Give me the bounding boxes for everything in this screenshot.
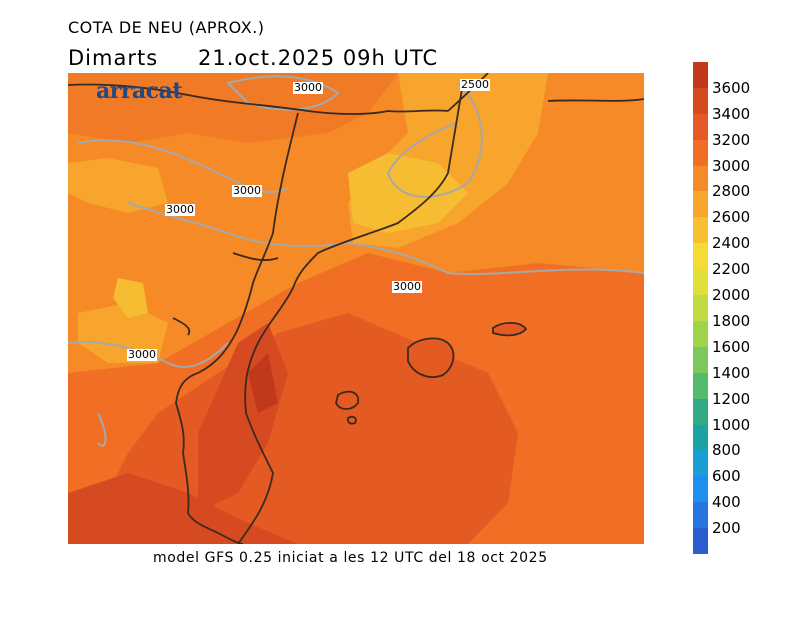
legend-label: 2600	[712, 208, 751, 227]
contour-lines	[68, 75, 644, 447]
color-legend	[693, 62, 708, 555]
legend-label: 3400	[712, 104, 751, 123]
border-line	[547, 98, 644, 102]
island-mallorca	[407, 337, 455, 378]
legend-swatch	[693, 191, 708, 218]
contour-line	[127, 202, 644, 276]
border-line	[175, 112, 299, 544]
contour-label: 3000	[127, 348, 157, 361]
map-canvas	[68, 73, 644, 544]
contour-line	[68, 341, 229, 368]
legend-swatch	[693, 113, 708, 141]
legend-swatch	[693, 320, 708, 348]
legend-label: 2400	[712, 234, 751, 253]
legend-label: 600	[712, 467, 741, 486]
model-info: model GFS 0.25 iniciat a les 12 UTC del …	[153, 550, 548, 566]
coastline	[237, 82, 464, 544]
contour-label: 3000	[392, 280, 422, 293]
forecast-day: Dimarts	[68, 46, 159, 70]
field-w-light	[68, 158, 168, 213]
legend-label: 3200	[712, 130, 751, 149]
legend-swatch	[693, 243, 708, 270]
legend-swatch	[693, 139, 708, 167]
island-formentera	[346, 415, 357, 425]
legend-swatch	[693, 450, 708, 477]
island-eivissa	[335, 390, 360, 410]
legend-label: 1800	[712, 311, 751, 330]
legend-swatch	[693, 372, 708, 400]
contour-line	[97, 412, 107, 447]
legend-label: 2800	[712, 182, 751, 201]
legend-swatch	[693, 295, 708, 322]
legend-swatch	[693, 269, 708, 296]
field-w-yellow	[113, 278, 148, 318]
legend-label: 2200	[712, 260, 751, 279]
border-line	[232, 252, 279, 261]
legend-swatch	[693, 476, 708, 503]
map-title: COTA DE NEU (APROX.)	[68, 18, 265, 37]
contour-label: 2500	[460, 78, 490, 91]
field-w-light2	[78, 303, 168, 363]
legend-swatch	[693, 62, 708, 89]
field-darkest	[248, 353, 278, 413]
border-line	[172, 317, 191, 336]
legend-swatch	[693, 398, 708, 426]
legend-swatch	[693, 87, 708, 115]
legend-swatch	[693, 502, 708, 529]
field-sw-dark	[68, 473, 298, 544]
legend-label: 200	[712, 519, 741, 538]
legend-swatch	[693, 165, 708, 192]
legend-label: 1600	[712, 337, 751, 356]
contour-label: 3000	[293, 81, 323, 94]
legend-swatch	[693, 217, 708, 244]
legend-label: 3600	[712, 78, 751, 97]
arracat-logo: arracat	[96, 78, 183, 104]
snow-level-map	[68, 73, 644, 544]
islands	[335, 321, 528, 425]
legend-label: 1200	[712, 389, 751, 408]
legend-swatch	[693, 528, 708, 555]
legend-label: 1400	[712, 363, 751, 382]
legend-label: 800	[712, 441, 741, 460]
contour-label: 3000	[165, 203, 195, 216]
legend-label: 3000	[712, 156, 751, 175]
field-ne-yellow	[348, 153, 468, 233]
contour-line	[77, 139, 289, 193]
legend-label: 400	[712, 493, 741, 512]
forecast-datetime: 21.oct.2025 09h UTC	[198, 46, 439, 70]
contour-line	[386, 82, 483, 198]
legend-swatch	[693, 424, 708, 451]
island-menorca	[492, 321, 528, 337]
contour-line	[226, 75, 340, 111]
border-line	[68, 83, 449, 115]
legend-label: 2000	[712, 286, 751, 305]
legend-label: 1000	[712, 415, 751, 434]
legend-swatch	[693, 346, 708, 374]
contour-label: 3000	[232, 184, 262, 197]
borders	[68, 73, 644, 544]
